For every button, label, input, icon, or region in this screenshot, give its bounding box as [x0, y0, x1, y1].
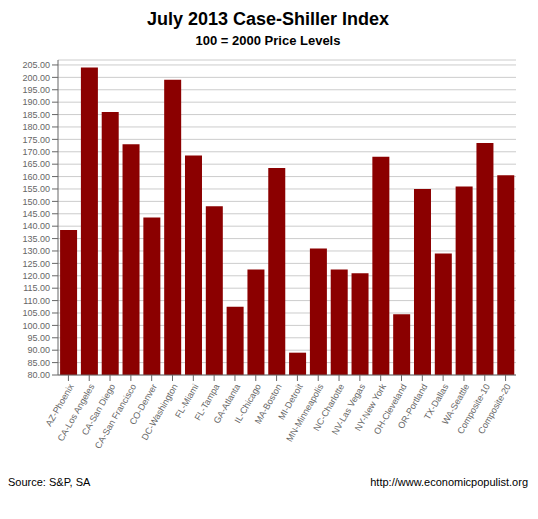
svg-text:OR-Portland: OR-Portland — [396, 382, 430, 430]
svg-text:195.00: 195.00 — [22, 85, 50, 95]
svg-text:NV-Las Vegas: NV-Las Vegas — [329, 382, 368, 437]
svg-text:120.00: 120.00 — [22, 271, 50, 281]
svg-text:MN-Minneapolis: MN-Minneapolis — [284, 382, 326, 444]
svg-text:CA-San Francisco: CA-San Francisco — [93, 382, 139, 451]
svg-text:100.00: 100.00 — [22, 321, 50, 331]
svg-text:115.00: 115.00 — [23, 283, 50, 293]
svg-text:145.00: 145.00 — [22, 209, 50, 219]
svg-text:AZ-Phoenix: AZ-Phoenix — [43, 382, 76, 428]
html-text:Source: S&P, SA: Source: S&P, SA — [8, 476, 91, 488]
svg-text:105.00: 105.00 — [22, 308, 50, 318]
svg-text:GA-Atlanta: GA-Atlanta — [211, 382, 243, 426]
svg-text:Composite-20: Composite-20 — [476, 382, 513, 436]
svg-text:160.00: 160.00 — [22, 172, 50, 182]
svg-text:TX-Dallas: TX-Dallas — [422, 382, 451, 422]
svg-text:135.00: 135.00 — [22, 234, 50, 244]
svg-text:FL-Miami: FL-Miami — [173, 382, 201, 420]
svg-text:200.00: 200.00 — [22, 73, 50, 83]
svg-text:WA-Seattle: WA-Seattle — [440, 382, 472, 427]
svg-text:IL-Chicago: IL-Chicago — [232, 382, 263, 425]
svg-text:165.00: 165.00 — [22, 159, 50, 169]
svg-text:MA-Boston: MA-Boston — [252, 382, 284, 426]
svg-text:FL-Tampa: FL-Tampa — [192, 382, 222, 423]
svg-text:MI-Detroit: MI-Detroit — [276, 382, 305, 422]
svg-text:DC-Washington: DC-Washington — [139, 382, 180, 442]
svg-text:95.00: 95.00 — [27, 333, 50, 343]
svg-text:125.00: 125.00 — [22, 259, 50, 269]
svg-text:185.00: 185.00 — [22, 110, 50, 120]
html-text:100 = 2000 Price Levels: 100 = 2000 Price Levels — [195, 33, 341, 48]
svg-text:205.00: 205.00 — [22, 60, 50, 70]
svg-text:90.00: 90.00 — [27, 345, 50, 355]
svg-text:170.00: 170.00 — [22, 147, 50, 157]
svg-text:NC-Charlotte: NC-Charlotte — [311, 382, 347, 433]
svg-text:190.00: 190.00 — [22, 97, 50, 107]
svg-text:130.00: 130.00 — [22, 246, 50, 256]
svg-text:CO-Denver: CO-Denver — [127, 382, 159, 427]
svg-text:175.00: 175.00 — [22, 135, 50, 145]
svg-text:CA-San Diego: CA-San Diego — [79, 382, 118, 437]
html-text:http://www.economicpopulist.or: http://www.economicpopulist.org — [370, 476, 528, 488]
svg-text:OH-Cleveland: OH-Cleveland — [371, 382, 409, 437]
svg-text:80.00: 80.00 — [27, 370, 50, 380]
svg-text:85.00: 85.00 — [27, 358, 50, 368]
html-text:July 2013 Case-Shiller Index: July 2013 Case-Shiller Index — [146, 9, 390, 29]
svg-text:Composite-10: Composite-10 — [455, 382, 492, 436]
svg-text:155.00: 155.00 — [22, 184, 50, 194]
svg-text:140.00: 140.00 — [22, 221, 50, 231]
svg-text:150.00: 150.00 — [22, 197, 50, 207]
svg-text:110.00: 110.00 — [23, 296, 50, 306]
svg-text:CA-Los Angeles: CA-Los Angeles — [55, 382, 97, 444]
svg-text:180.00: 180.00 — [22, 122, 50, 132]
svg-text:NY-New York: NY-New York — [352, 382, 388, 433]
